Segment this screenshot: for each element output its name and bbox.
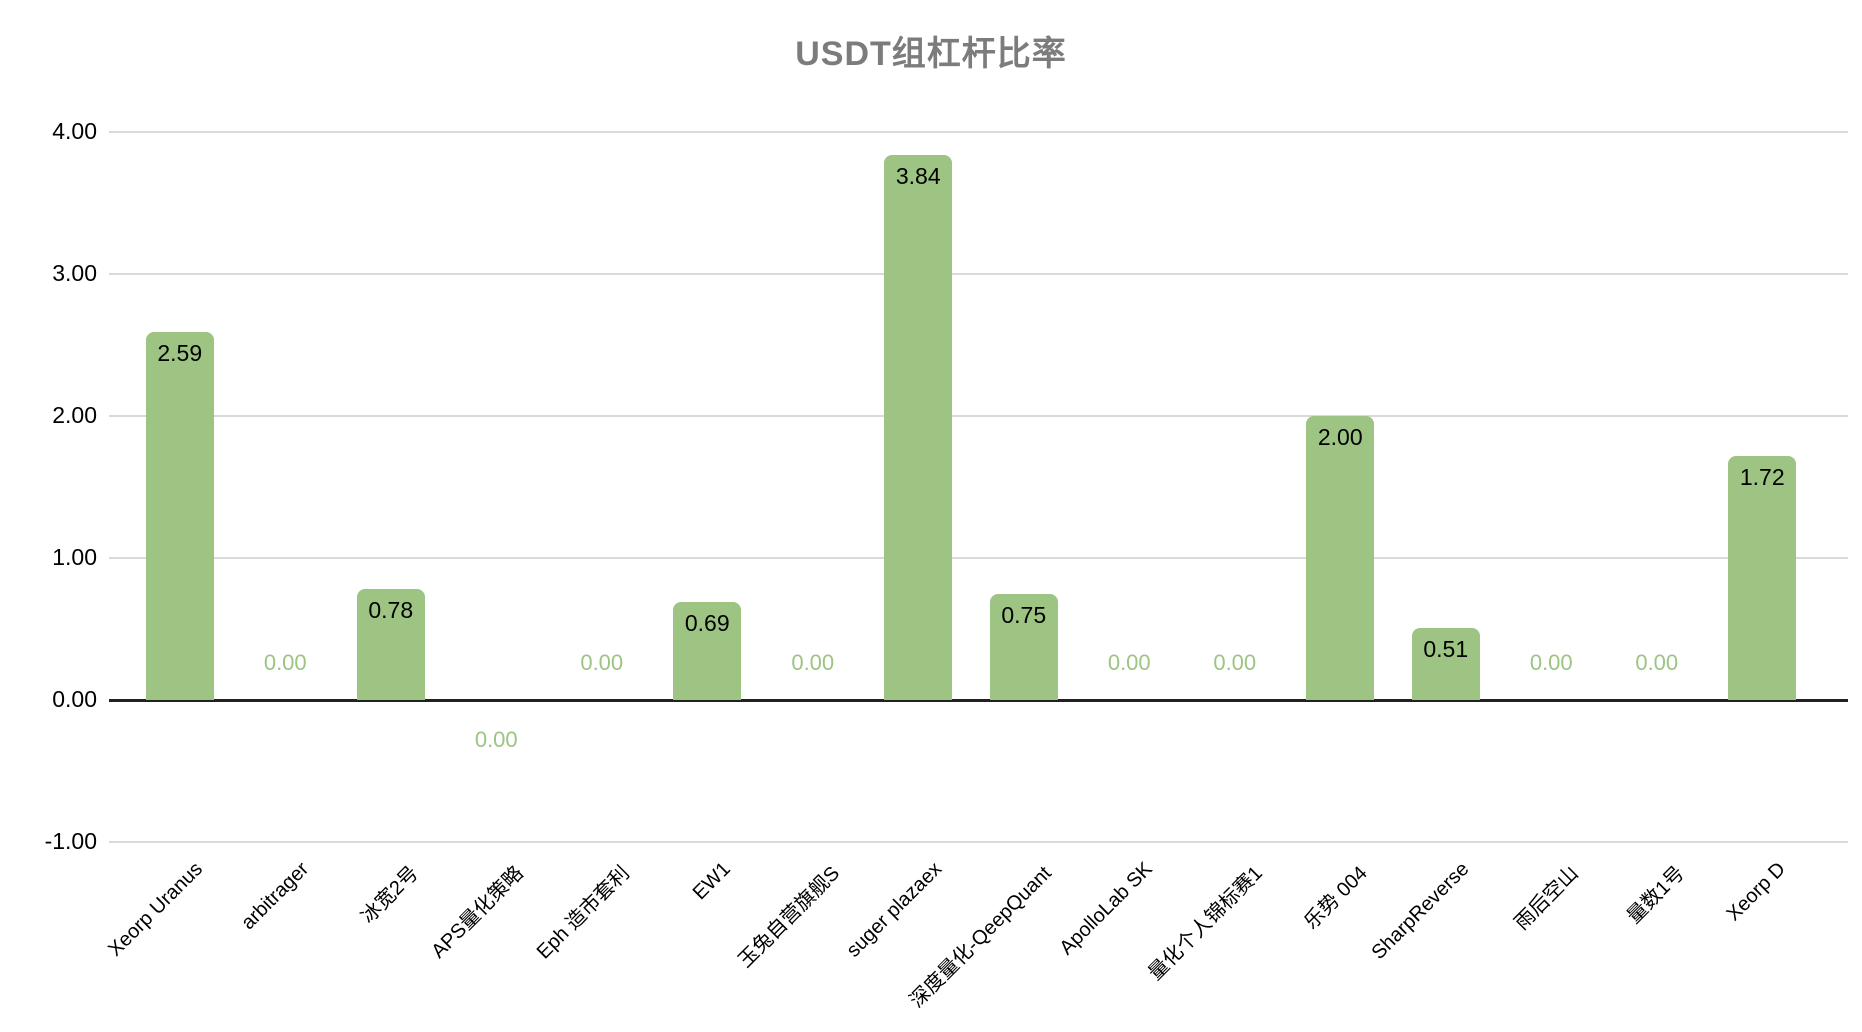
gridline <box>109 415 1848 417</box>
bar: 0.51 <box>1411 627 1480 700</box>
zero-value-label: 0.00 <box>1529 650 1573 675</box>
y-tick-label: 4.00 <box>52 118 97 144</box>
x-axis-label: suger plazaex <box>842 858 946 962</box>
y-tick-label: 0.00 <box>52 686 97 712</box>
x-axis-label: 量数1号 <box>1622 862 1689 929</box>
bar-value-label: 0.69 <box>684 610 730 637</box>
x-axis-label: APS量化策略 <box>427 862 529 963</box>
gridline <box>109 273 1848 275</box>
bar-value-label: 1.72 <box>1739 463 1785 490</box>
bar: 0.75 <box>989 593 1058 700</box>
bar: 2.59 <box>145 332 214 700</box>
y-tick-label: 3.00 <box>52 260 97 286</box>
bar-value-label: 0.78 <box>368 597 414 624</box>
gridline <box>109 557 1848 559</box>
bar: 0.69 <box>673 602 742 700</box>
x-axis-label: 冰宽2号 <box>356 862 423 929</box>
y-tick-label: -1.00 <box>44 828 97 854</box>
x-axis-label: 雨后空山 <box>1510 862 1584 935</box>
bar-value-label: 2.00 <box>1317 424 1363 450</box>
bar: 3.84 <box>884 154 953 700</box>
x-axis-line <box>109 698 1848 702</box>
x-axis-label: Xeorp D <box>1722 858 1790 926</box>
y-tick-label: 2.00 <box>52 402 97 428</box>
gridline <box>109 841 1848 843</box>
zero-value-label: 0.00 <box>580 650 624 675</box>
zero-value-label: 0.00 <box>1213 650 1257 675</box>
bar-value-label: 0.51 <box>1423 635 1469 662</box>
x-axis-label: ApolloLab SK <box>1055 858 1157 960</box>
x-axis-label: SharpReverse <box>1367 858 1474 964</box>
zero-value-label: 0.00 <box>474 727 518 752</box>
x-axis-label: 量化个人锦标赛1 <box>1144 862 1267 985</box>
gridline <box>109 131 1848 133</box>
x-axis-label: Eph 造市套利 <box>532 862 634 964</box>
x-axis-label: arbitrager <box>236 858 313 935</box>
bar-value-label: 2.59 <box>157 340 203 367</box>
zero-value-label: 0.00 <box>263 650 307 675</box>
x-axis-label: Xeorp Uranus <box>104 858 208 961</box>
zero-value-label: 0.00 <box>1635 650 1679 675</box>
bar: 2.00 <box>1306 416 1375 700</box>
chart-title: USDT组杠杆比率 <box>795 35 1067 73</box>
x-axis-label: EW1 <box>688 858 735 905</box>
zero-value-label: 0.00 <box>791 650 835 675</box>
bar-value-label: 0.75 <box>1001 601 1047 628</box>
x-axis-label: 玉兔自营旗舰S <box>734 862 845 973</box>
y-tick-label: 1.00 <box>52 544 97 570</box>
bar-value-label: 3.84 <box>895 162 941 189</box>
x-axis-label: 乐势 004 <box>1300 862 1373 934</box>
bar: 1.72 <box>1728 455 1797 700</box>
bar: 0.78 <box>356 589 425 700</box>
zero-value-label: 0.00 <box>1107 650 1151 675</box>
